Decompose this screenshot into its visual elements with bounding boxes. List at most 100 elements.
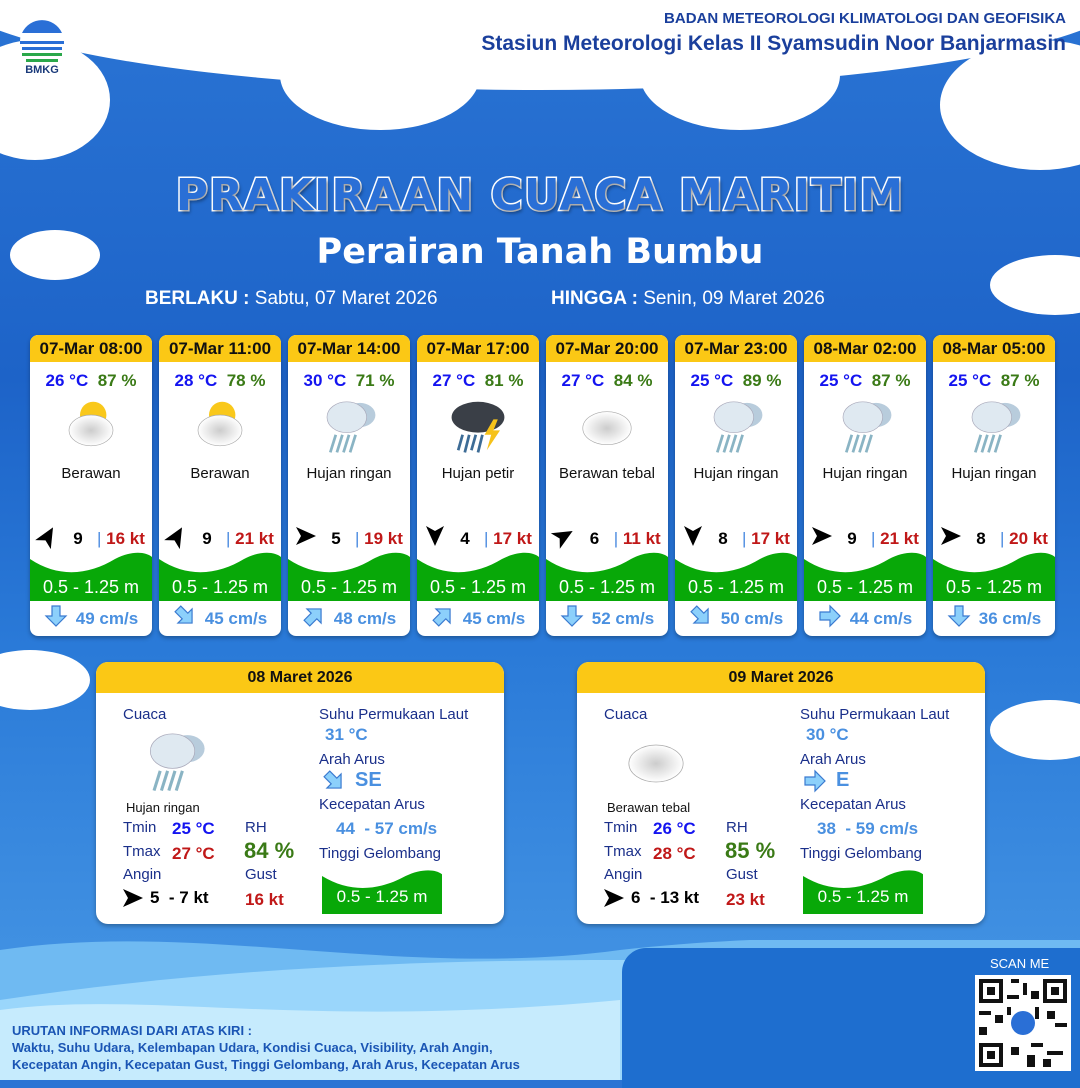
scan-me-label: SCAN ME — [990, 956, 1050, 971]
weather-label: Cuaca — [604, 706, 648, 723]
rh-value: 85 % — [725, 838, 776, 863]
wave-height-label: Tinggi Gelombang — [800, 845, 923, 862]
wave-height: 0.5 - 1.25 m — [336, 887, 428, 906]
wind-speed-range: 6 - 13 kt — [631, 888, 700, 907]
wind-speed: 9 — [847, 528, 857, 548]
forecast-time: 07-Mar 17:00 — [417, 335, 539, 362]
forecast-card: 08-Mar 05:00 25 °C 87 % Hujan ringan 8 20… — [933, 335, 1055, 636]
air-temperature: 27 °C — [432, 371, 476, 390]
wave-graphic: 0.5 - 1.25 m — [322, 867, 442, 914]
wave-graphic — [159, 549, 281, 601]
weather-label: Cuaca — [123, 706, 167, 723]
wind-direction-arrow-icon — [811, 525, 833, 552]
wind-label: Angin — [604, 866, 643, 883]
wind-direction-arrow-icon — [35, 525, 59, 552]
tmin-value: 25 °C — [172, 819, 215, 838]
current-direction-label: Arah Arus — [319, 751, 385, 768]
forecast-time: 08-Mar 02:00 — [804, 335, 926, 362]
wave-height: 0.5 - 1.25 m — [687, 577, 785, 597]
wind-speed: 6 — [589, 528, 600, 548]
info-title: URUTAN INFORMASI DARI ATAS KIRI : — [12, 1023, 252, 1038]
wind-speed: 4 — [460, 528, 470, 548]
current-speed: 45 cm/s — [204, 608, 268, 628]
wave-graphic — [30, 549, 152, 601]
wave-height: 0.5 - 1.25 m — [171, 577, 269, 597]
forecast-card: 07-Mar 23:00 25 °C 89 % Hujan ringan 8 17… — [675, 335, 797, 636]
light-rain-icon — [288, 391, 410, 461]
air-temperature: 25 °C — [690, 371, 734, 390]
wave-height: 0.5 - 1.25 m — [816, 577, 914, 597]
overcast-icon — [619, 724, 693, 803]
sst-label: Suhu Permukaan Laut — [319, 706, 469, 723]
page-subtitle: Perairan Tanah Bumbu — [316, 232, 764, 272]
current-direction-value: SE — [355, 769, 382, 791]
current-speed: 44 cm/s — [849, 608, 913, 628]
valid-from: BERLAKU : Sabtu, 07 Maret 2026 — [145, 288, 438, 310]
weather-condition: Hujan ringan — [126, 800, 200, 815]
current-speed: 36 cm/s — [978, 608, 1042, 628]
sst-label: Suhu Permukaan Laut — [800, 706, 950, 723]
gust-speed: 21 kt — [871, 529, 919, 549]
background-clouds — [0, 0, 1080, 760]
tmin-label: Tmin — [604, 819, 638, 836]
tmax-value: 28 °C — [653, 844, 696, 863]
weather-condition: Hujan ringan — [951, 465, 1037, 482]
wave-height: 0.5 - 1.25 m — [558, 577, 656, 597]
panel-date: 08 Maret 2026 — [96, 662, 504, 693]
wave-graphic — [675, 549, 797, 601]
wave-height: 0.5 - 1.25 m — [429, 577, 527, 597]
tmax-label: Tmax — [604, 843, 642, 860]
gust-value: 23 kt — [726, 890, 765, 909]
bmkg-logo — [20, 19, 64, 63]
wave-height-label: Tinggi Gelombang — [319, 845, 442, 862]
forecast-card: 07-Mar 20:00 27 °C 84 % Berawan tebal 61… — [546, 335, 668, 636]
rh-value: 84 % — [244, 838, 295, 863]
wind-direction-arrow-icon — [295, 525, 317, 552]
wind-speed-range: 5 - 7 kt — [150, 888, 209, 907]
gust-label: Gust — [245, 866, 277, 883]
wind-speed: 5 — [331, 528, 341, 548]
wave-graphic — [546, 549, 668, 601]
current-direction-arrow-icon — [302, 604, 326, 633]
wind-direction-arrow-icon — [682, 525, 704, 552]
valid-from-label: BERLAKU : — [145, 288, 250, 309]
air-temperature: 25 °C — [948, 371, 992, 390]
current-speed-range: 38 - 59 cm/s — [817, 819, 919, 838]
forecast-time: 07-Mar 08:00 — [30, 335, 152, 362]
rh-label: RH — [245, 819, 267, 836]
wave-height: 0.5 - 1.25 m — [817, 887, 909, 906]
daily-summary-panel: 08 Maret 2026 Cuaca Hujan ringan Tmin 25… — [96, 662, 504, 924]
wind-direction-arrow-icon — [551, 525, 575, 552]
humidity: 87 % — [97, 371, 137, 390]
wind-speed: 8 — [718, 528, 728, 548]
tmax-label: Tmax — [123, 843, 161, 860]
current-speed-range: 44 - 57 cm/s — [336, 819, 438, 838]
current-direction-label: Arah Arus — [800, 751, 866, 768]
wave-height: 0.5 - 1.25 m — [945, 577, 1043, 597]
air-temperature: 26 °C — [45, 371, 89, 390]
weather-condition: Berawan tebal — [559, 465, 655, 482]
weather-condition: Hujan ringan — [693, 465, 779, 482]
forecast-card: 07-Mar 17:00 27 °C 81 % Hujan petir 4 17 … — [417, 335, 539, 636]
current-speed-label: Kecepatan Arus — [800, 796, 906, 813]
humidity: 89 % — [742, 371, 782, 390]
qr-code[interactable] — [975, 975, 1071, 1071]
gust-speed: 20 kt — [1000, 529, 1048, 549]
weather-condition: Hujan ringan — [306, 465, 392, 482]
forecast-time: 07-Mar 20:00 — [546, 335, 668, 362]
valid-to-label: HINGGA : — [551, 288, 638, 309]
air-temperature: 25 °C — [819, 371, 863, 390]
current-direction-arrow-icon — [322, 769, 346, 798]
wind-label: Angin — [123, 866, 162, 883]
valid-from-date: Sabtu, 07 Maret 2026 — [254, 288, 438, 309]
air-temperature: 27 °C — [561, 371, 605, 390]
panel-date: 09 Maret 2026 — [577, 662, 985, 693]
gust-speed: 11 kt — [614, 529, 661, 549]
forecast-time: 07-Mar 14:00 — [288, 335, 410, 362]
gust-label: Gust — [726, 866, 758, 883]
current-speed: 48 cm/s — [333, 608, 397, 628]
humidity: 78 % — [226, 371, 266, 390]
wind-speed: 9 — [73, 528, 83, 548]
page-title: PRAKIRAAN CUACA MARITIM — [174, 169, 905, 223]
wind-direction-arrow-icon — [603, 887, 625, 914]
